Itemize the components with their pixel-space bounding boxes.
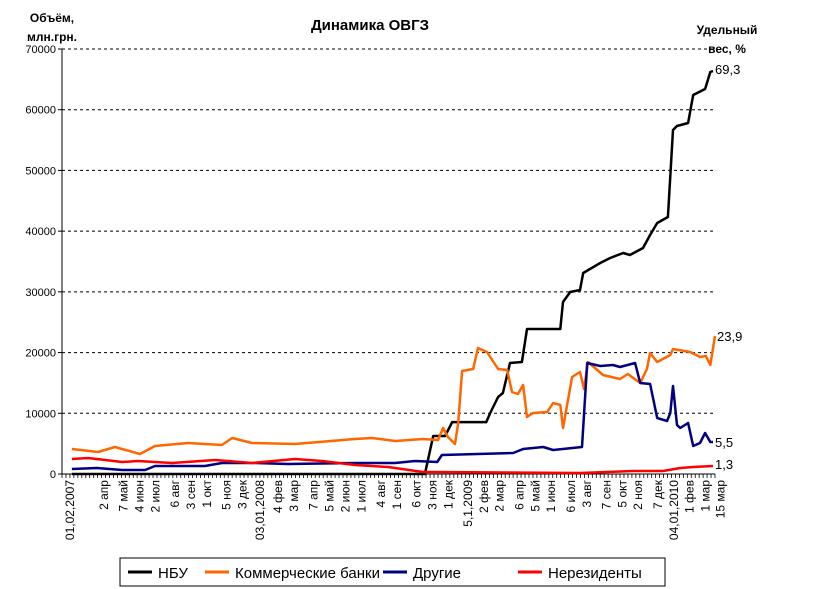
x-tick-label: 3 мар: [287, 480, 301, 512]
x-tick-label: 5 май: [323, 480, 337, 512]
x-tick-label: 1 июн: [544, 480, 558, 512]
y-tick-label: 30000: [25, 287, 56, 299]
x-tick-label: 7 дек: [651, 479, 665, 509]
series-line-2: [71, 335, 717, 456]
legend-label: Нерезиденты: [548, 565, 642, 582]
x-tick-label: 1 фев: [683, 480, 697, 513]
x-tick-label: 5 май: [529, 480, 543, 512]
y-axis-label-line1: Объём,: [30, 11, 74, 25]
x-tick-label: 15 мар: [714, 480, 728, 519]
y-tick-label: 50000: [25, 165, 56, 177]
end-value-label: 69,3: [715, 62, 740, 77]
x-tick-label: 2 ноя: [631, 480, 645, 510]
chart-title: Динамика ОВГЗ: [311, 17, 429, 34]
x-tick-label: 3 дек: [235, 479, 249, 509]
x-tick-label: 5 ноя: [220, 480, 234, 510]
end-value-label: 23,9: [717, 329, 742, 344]
x-tick-label: 7 апр: [307, 480, 321, 510]
x-tick-label: 2 апр: [97, 480, 111, 510]
x-tick-label: 1 дек: [441, 479, 455, 509]
x-tick-label: 01,02,2007: [63, 480, 77, 540]
x-tick-label: 7 сен: [600, 480, 614, 509]
x-tick-label: 5,1,2009: [461, 480, 475, 527]
axes: 0 10000 20000 30000 40000 50000 60000 70000 01,0…: [25, 44, 727, 540]
x-tick-label: 6 июл: [564, 480, 578, 512]
y-tick-label: 40000: [25, 226, 56, 238]
series-lines: [71, 69, 717, 476]
x-tick-label: 1 сен: [390, 480, 404, 509]
legend-label: Коммерческие банки: [235, 565, 380, 582]
x-tick-label: 6 окт: [410, 479, 424, 507]
x-tick-label: 3 сен: [184, 480, 198, 509]
x-tick-label: 2 июн: [338, 480, 352, 512]
x-tick-label: 3 ноя: [425, 480, 439, 510]
x-tick-label: 4 июн: [133, 480, 147, 512]
x-tick-label: 3 авг: [580, 479, 594, 507]
x-tick-label: 2 июл: [148, 480, 162, 512]
x-tick-label: 5 окт: [615, 479, 629, 507]
gridlines: [62, 48, 715, 414]
x-tick-label: 04,01,2010: [667, 480, 681, 540]
y-axis-label-line2: млн.грн.: [27, 30, 77, 44]
x-tick-label: 1 мар: [699, 480, 713, 512]
x-tick-label: 6 апр: [512, 480, 526, 510]
y-tick-label: 10000: [25, 408, 56, 420]
x-tick-label: 6 авг: [168, 479, 182, 507]
end-value-label: 1,3: [715, 457, 733, 472]
x-tick-label: 1 окт: [200, 479, 214, 507]
legend-label: Другие: [413, 565, 461, 582]
x-tick-label: 2 мар: [493, 480, 507, 512]
y-tick-label: 20000: [25, 348, 56, 360]
y2-axis-label-line1: Удельный: [697, 23, 758, 37]
x-tick-label: 1 июл: [355, 480, 369, 512]
legend: НБУ Коммерческие банки Другие Нерезиденты: [119, 557, 666, 587]
legend-label: НБУ: [158, 565, 188, 582]
x-tick-label: 03,01,2008: [253, 480, 267, 540]
series-line-1: [71, 69, 714, 476]
y-tick-label: 70000: [25, 44, 56, 56]
x-tick-label: 7 май: [117, 480, 131, 512]
end-value-label: 5,5: [715, 435, 733, 450]
x-tick-label: 4 фев: [271, 480, 285, 513]
end-labels: 69,3 23,9 5,5 1,3: [715, 62, 742, 472]
series-line-4: [71, 456, 714, 475]
series-line-3: [71, 361, 713, 472]
x-tick-label: 2 фев: [477, 480, 491, 513]
x-tick-label: 4 авг: [374, 479, 388, 507]
y2-axis-label-line2: вес, %: [708, 42, 746, 56]
y-tick-label: 60000: [25, 105, 56, 117]
y-tick-label: 0: [50, 469, 56, 481]
